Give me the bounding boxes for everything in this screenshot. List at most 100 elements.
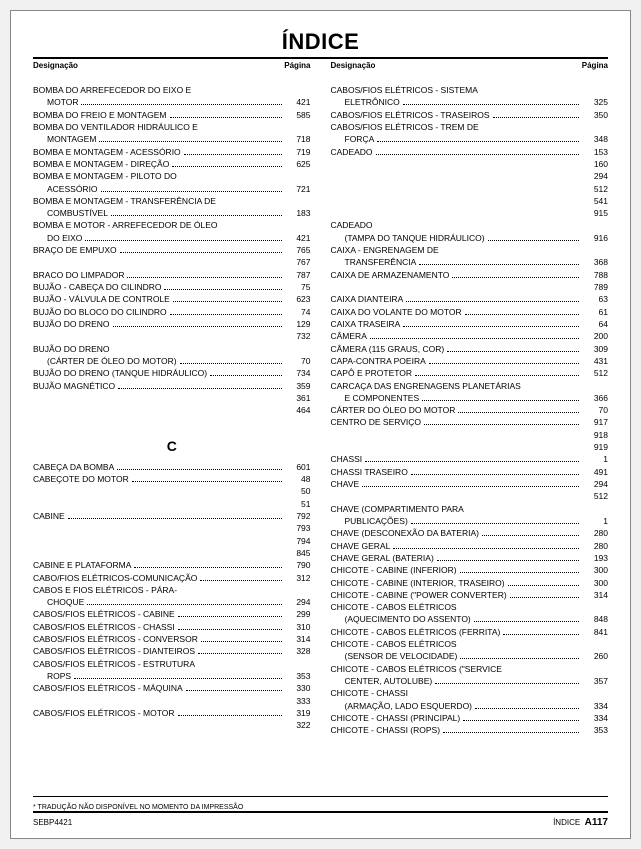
- index-entry: CHAVE GERAL (BATERIA)193: [331, 552, 609, 564]
- entry-label: CHICOTE - CABINE (INFERIOR): [331, 564, 457, 576]
- entry-page: 129: [285, 318, 311, 330]
- entry-page: 353: [582, 724, 608, 736]
- entry-page: 421: [285, 232, 311, 244]
- entry-label: CABOS/FIOS ELÉTRICOS - CABINE: [33, 608, 175, 620]
- entry-label: BUJÃO DO DRENO (TANQUE HIDRÁULICO): [33, 367, 207, 379]
- entry-label: CABINE: [33, 510, 65, 522]
- entry-label: CABOS/FIOS ELÉTRICOS - TREM DE: [331, 121, 479, 133]
- entry-cont-label: FORÇA: [331, 133, 375, 145]
- index-entry: BUJÃO DO DRENO (TANQUE HIDRÁULICO)734: [33, 367, 311, 379]
- leader-dots: [463, 720, 579, 721]
- index-entry: CAIXA DIANTEIRA63: [331, 293, 609, 305]
- entry-label: CADEADO: [331, 219, 373, 231]
- entry-cont-label: (CÁRTER DE ÓLEO DO MOTOR): [33, 355, 177, 367]
- index-entry-cont: E COMPONENTES366: [331, 392, 609, 404]
- index-entry: CADEADO153: [331, 146, 609, 158]
- leader-dots: [186, 690, 282, 691]
- entry-page: 848: [582, 613, 608, 625]
- index-entry: CABOS E FIOS ELÉTRICOS - PÁRA-: [33, 584, 311, 596]
- leader-dots: [127, 277, 281, 278]
- index-entry-cont: (TAMPA DO TANQUE HIDRÁULICO)916: [331, 232, 609, 244]
- leader-dots: [482, 535, 579, 536]
- leader-dots: [101, 191, 282, 192]
- entry-label: CABEÇA DA BOMBA: [33, 461, 114, 473]
- entry-page: 765: [285, 244, 311, 256]
- entry-label: BUJÃO MAGNÉTICO: [33, 380, 115, 392]
- entry-label: CABOS/FIOS ELÉTRICOS - MOTOR: [33, 707, 175, 719]
- entry-page: 350: [582, 109, 608, 121]
- index-entry: BUJÃO - VÁLVULA DE CONTROLE623: [33, 293, 311, 305]
- entry-extra-page: 793: [33, 522, 311, 534]
- leader-dots: [475, 708, 579, 709]
- index-entry: BOMBA DO ARREFECEDOR DO EIXO E: [33, 84, 311, 96]
- leader-dots: [120, 252, 282, 253]
- index-entry: CHAVE (COMPARTIMENTO PARA: [331, 503, 609, 515]
- leader-dots: [376, 154, 579, 155]
- index-entry: BRACO DO LIMPADOR787: [33, 269, 311, 281]
- entry-label: CHAVE (DESCONEXÃO DA BATERIA): [331, 527, 479, 539]
- index-entry: CHICOTE - CABINE ("POWER CONVERTER)314: [331, 589, 609, 601]
- entry-label: BOMBA DO ARREFECEDOR DO EIXO E: [33, 84, 191, 96]
- entry-label: BOMBA DO FREIO E MONTAGEM: [33, 109, 167, 121]
- entry-page: 309: [582, 343, 608, 355]
- entry-label: CABINE E PLATAFORMA: [33, 559, 131, 571]
- index-entry: BOMBA E MONTAGEM - DIREÇÃO625: [33, 158, 311, 170]
- entry-label: CABOS/FIOS ELÉTRICOS - SISTEMA: [331, 84, 478, 96]
- leader-dots: [437, 560, 579, 561]
- leader-dots: [184, 154, 282, 155]
- entry-cont-label: COMBUSTÍVEL: [33, 207, 108, 219]
- entry-label: CABOS/FIOS ELÉTRICOS - CHASSI: [33, 621, 175, 633]
- entry-extra-page: 322: [33, 719, 311, 731]
- entry-page: 719: [285, 146, 311, 158]
- leader-dots: [99, 141, 281, 142]
- leader-dots: [170, 314, 282, 315]
- entry-label: CHAVE (COMPARTIMENTO PARA: [331, 503, 464, 515]
- entry-page: 200: [582, 330, 608, 342]
- entry-extra-page: 918: [331, 429, 609, 441]
- entry-cont-label: MONTAGEM: [33, 133, 96, 145]
- entry-label: CABOS E FIOS ELÉTRICOS - PÁRA-: [33, 584, 177, 596]
- index-entry-cont: (SENSOR DE VELOCIDADE) 260: [331, 650, 609, 662]
- index-entry: CABO/FIOS ELÉTRICOS-COMUNICAÇÃO312: [33, 572, 311, 584]
- leader-dots: [411, 523, 579, 524]
- entry-label: BOMBA E MONTAGEM - PILOTO DO: [33, 170, 177, 182]
- entry-label: CHAVE: [331, 478, 360, 490]
- index-entry: CAIXA TRASEIRA64: [331, 318, 609, 330]
- entry-extra-page: 294: [331, 170, 609, 182]
- entry-page: 718: [285, 133, 311, 145]
- entry-page: 917: [582, 416, 608, 428]
- entry-label: CHICOTE - CABOS ELÉTRICOS (FERRITA): [331, 626, 501, 638]
- entry-page: 299: [285, 608, 311, 620]
- entry-label: CABO/FIOS ELÉTRICOS-COMUNICAÇÃO: [33, 572, 197, 584]
- entry-page: 841: [582, 626, 608, 638]
- entry-label: CABOS/FIOS ELÉTRICOS - MÁQUINA: [33, 682, 183, 694]
- index-entry: CABOS/FIOS ELÉTRICOS - TREM DE: [331, 121, 609, 133]
- entry-cont-label: (SENSOR DE VELOCIDADE): [331, 650, 458, 662]
- leader-dots: [198, 653, 282, 654]
- index-entry: BUJÃO - CABEÇA DO CILINDRO75: [33, 281, 311, 293]
- entry-page: 623: [285, 293, 311, 305]
- left-column: BOMBA DO ARREFECEDOR DO EIXO EMOTOR421BO…: [33, 84, 311, 788]
- entry-page: 328: [285, 645, 311, 657]
- leader-dots: [447, 351, 579, 352]
- index-entry: CHICOTE - CABOS ELÉTRICOS ("SERVICE: [331, 663, 609, 675]
- leader-dots: [415, 375, 579, 376]
- entry-label: CHICOTE - CABOS ELÉTRICOS: [331, 638, 457, 650]
- entry-label: CÁRTER DO ÓLEO DO MOTOR: [331, 404, 456, 416]
- entry-page: 260: [582, 650, 608, 662]
- index-entry: CAIXA DE ARMAZENAMENTO788: [331, 269, 609, 281]
- entry-label: CAIXA TRASEIRA: [331, 318, 401, 330]
- entry-label: BOMBA E MOTOR - ARREFECEDOR DE ÓLEO: [33, 219, 218, 231]
- entry-label: BRAÇO DE EMPUXO: [33, 244, 117, 256]
- index-entry: CHASSI1: [331, 453, 609, 465]
- leader-dots: [429, 363, 579, 364]
- index-entry-cont: (ARMAÇÃO, LADO ESQUERDO)334: [331, 700, 609, 712]
- index-entry: BOMBA E MONTAGEM - TRANSFERÊNCIA DE: [33, 195, 311, 207]
- entry-label: CÂMERA: [331, 330, 367, 342]
- entry-extra-page: 160: [331, 158, 609, 170]
- index-entry: CABOS/FIOS ELÉTRICOS - CHASSI310: [33, 621, 311, 633]
- entry-page: 300: [582, 564, 608, 576]
- leader-dots: [210, 375, 281, 376]
- columns-container: BOMBA DO ARREFECEDOR DO EIXO EMOTOR421BO…: [33, 84, 608, 788]
- leader-dots: [465, 314, 579, 315]
